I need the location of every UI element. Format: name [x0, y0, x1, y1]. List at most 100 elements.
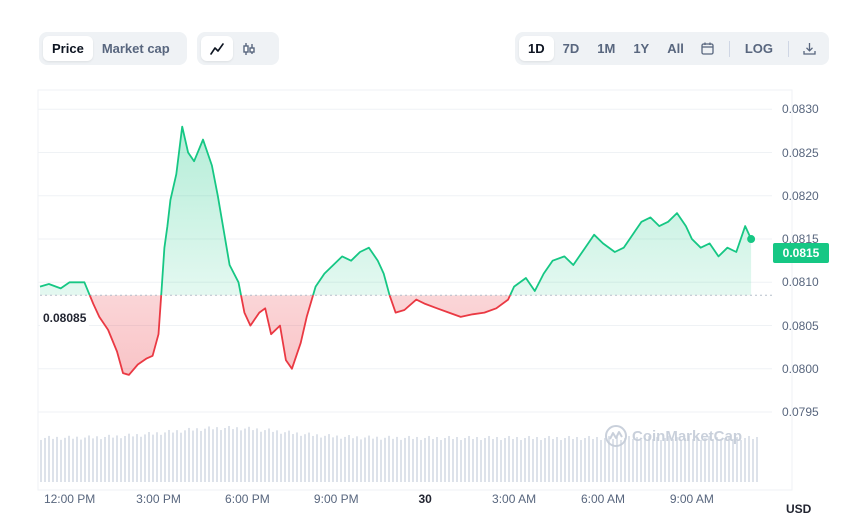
volume-bar	[612, 439, 614, 482]
volume-bar	[556, 437, 558, 482]
volume-bar	[292, 434, 294, 482]
volume-bar	[76, 436, 78, 482]
volume-bar	[84, 437, 86, 482]
volume-bar	[104, 436, 106, 482]
range-1m-tab[interactable]: 1M	[597, 41, 616, 56]
volume-bar	[300, 435, 302, 482]
volume-bar	[256, 428, 258, 482]
volume-bar	[400, 439, 402, 482]
volume-bar	[516, 436, 518, 482]
line-chart-icon	[210, 42, 224, 55]
price-area-up	[40, 126, 752, 296]
volume-bar	[260, 431, 262, 482]
toolbar-divider	[788, 40, 789, 57]
volume-bar	[632, 439, 634, 482]
volume-bar	[192, 430, 194, 482]
volume-bar	[504, 437, 506, 482]
volume-bar	[584, 438, 586, 482]
price-tab[interactable]: Price	[43, 36, 93, 61]
volume-bar	[432, 438, 434, 482]
volume-bar	[748, 436, 750, 482]
volume-bar	[488, 435, 490, 482]
volume-bar	[264, 430, 266, 482]
volume-bar	[548, 436, 550, 482]
volume-bar	[472, 438, 474, 482]
volume-bar	[344, 436, 346, 482]
volume-bar	[636, 437, 638, 482]
volume-bar	[124, 435, 126, 482]
volume-bar	[304, 434, 306, 482]
volume-bar	[196, 428, 198, 482]
volume-bar	[704, 438, 706, 482]
volume-bar	[500, 439, 502, 482]
x-tick-label: 9:00 PM	[313, 492, 359, 506]
line-chart-button[interactable]	[201, 36, 233, 61]
watermark-text: CoinMarketCap	[632, 427, 743, 445]
volume-bar	[348, 435, 350, 482]
volume-bar	[648, 436, 650, 482]
volume-bar	[144, 434, 146, 482]
log-scale-button[interactable]: LOG	[744, 41, 773, 56]
volume-bar	[212, 429, 214, 482]
volume-bar	[88, 435, 90, 482]
volume-bar	[664, 438, 666, 482]
volume-bar	[268, 428, 270, 482]
price-area	[40, 126, 752, 375]
volume-bar	[316, 434, 318, 482]
volume-bar	[224, 428, 226, 482]
calendar-icon	[701, 42, 715, 55]
volume-bar	[552, 439, 554, 482]
range-1d-tab[interactable]: 1D	[519, 36, 554, 61]
volume-bar	[600, 440, 602, 482]
volume-bar	[684, 438, 686, 482]
volume-bar	[564, 438, 566, 482]
volume-bar	[280, 433, 282, 482]
volume-bar	[360, 439, 362, 482]
volume-bar	[328, 434, 330, 482]
volume-bar	[64, 437, 66, 482]
download-button[interactable]	[795, 36, 825, 61]
volume-bar	[688, 436, 690, 482]
volume-bar	[148, 432, 150, 482]
volume-bar	[428, 435, 430, 482]
y-tick-label: 0.0815	[782, 232, 819, 247]
y-tick-label: 0.0805	[782, 318, 819, 333]
calendar-button[interactable]	[693, 36, 723, 61]
volume-bar	[468, 435, 470, 482]
volume-bar	[44, 437, 46, 482]
volume-bar	[672, 439, 674, 482]
coinmarketcap-logo-icon	[605, 425, 627, 447]
volume-bar	[236, 427, 238, 482]
volume-bar	[112, 437, 114, 482]
market-cap-tab[interactable]: Market cap	[101, 41, 170, 56]
volume-bar	[484, 437, 486, 482]
volume-bars	[40, 426, 758, 482]
candlestick-button[interactable]	[233, 36, 265, 61]
volume-bar	[452, 438, 454, 482]
volume-bar	[520, 440, 522, 482]
volume-bar	[404, 437, 406, 482]
volume-bar	[172, 432, 174, 482]
price-line-down	[88, 295, 512, 376]
range-all-tab[interactable]: All	[667, 41, 684, 56]
range-7d-tab[interactable]: 7D	[562, 41, 580, 56]
volume-bar	[628, 436, 630, 482]
chart-type-toggle	[197, 32, 279, 65]
volume-bar	[96, 436, 98, 482]
volume-bar	[396, 436, 398, 482]
volume-bar	[568, 436, 570, 482]
volume-bar	[420, 439, 422, 482]
volume-bar	[156, 432, 158, 482]
volume-bar	[596, 437, 598, 482]
volume-bar	[288, 430, 290, 482]
volume-bar	[756, 437, 758, 482]
volume-bar	[424, 437, 426, 482]
volume-bar	[480, 439, 482, 482]
x-tick-label: 6:00 PM	[225, 492, 270, 506]
volume-bar	[60, 439, 62, 482]
volume-bar	[332, 437, 334, 482]
range-1y-tab[interactable]: 1Y	[633, 41, 650, 56]
volume-bar	[736, 437, 738, 482]
volume-bar	[540, 440, 542, 482]
